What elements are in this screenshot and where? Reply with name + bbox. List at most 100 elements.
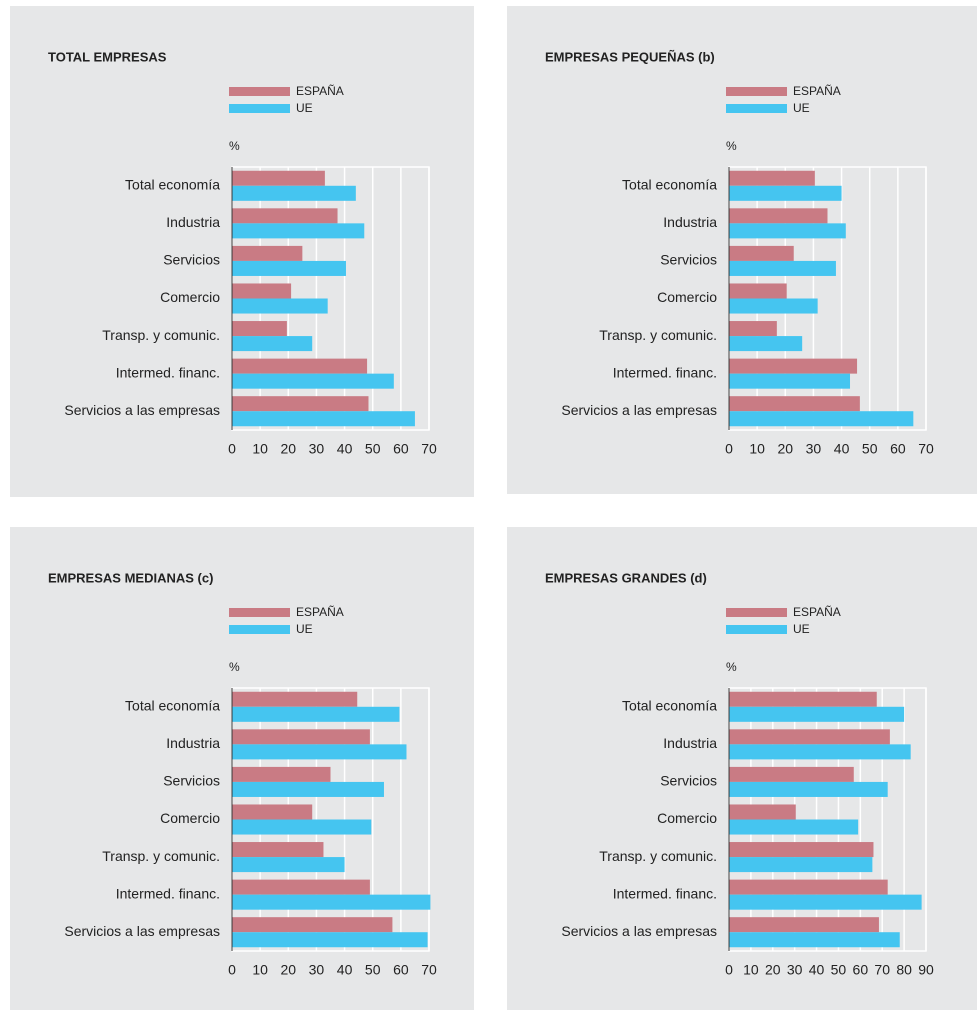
x-tick-label: 0 — [725, 441, 733, 457]
bar — [232, 185, 356, 201]
bar — [232, 373, 394, 389]
category-label: Transp. y comunic. — [102, 327, 220, 343]
bar — [729, 223, 846, 239]
legend-label: ESPAÑA — [296, 605, 344, 619]
x-tick-label: 60 — [393, 962, 409, 978]
x-tick-label: 0 — [228, 962, 236, 978]
axis-unit: % — [726, 139, 737, 153]
x-tick-label: 40 — [809, 962, 825, 978]
x-tick-label: 0 — [725, 962, 733, 978]
category-label: Total economía — [622, 176, 717, 192]
bar — [232, 321, 287, 337]
bar — [729, 358, 858, 374]
category-label: Intermed. financ. — [116, 364, 220, 380]
legend-swatch — [229, 608, 290, 617]
chart-title: TOTAL EMPRESAS — [48, 49, 167, 64]
category-label: Servicios a las empresas — [64, 923, 220, 939]
x-tick-label: 40 — [834, 441, 850, 457]
legend-swatch — [726, 608, 787, 617]
x-tick-label: 0 — [228, 441, 236, 457]
category-label: Comercio — [160, 289, 220, 305]
category-label: Intermed. financ. — [116, 885, 220, 901]
legend-label: UE — [793, 622, 810, 636]
legend-label: UE — [296, 622, 313, 636]
category-label: Transp. y comunic. — [102, 848, 220, 864]
category-label: Intermed. financ. — [613, 364, 717, 380]
category-label: Servicios a las empresas — [64, 402, 220, 418]
bar — [232, 283, 292, 299]
x-tick-label: 20 — [280, 962, 296, 978]
x-tick-label: 50 — [831, 962, 847, 978]
bar — [232, 857, 345, 873]
legend-swatch — [726, 104, 787, 113]
category-label: Servicios — [163, 773, 220, 789]
bar — [729, 336, 803, 352]
category-label: Industria — [663, 735, 717, 751]
x-tick-label: 50 — [862, 441, 878, 457]
bar — [232, 781, 384, 797]
bar — [232, 879, 370, 895]
bar — [232, 411, 415, 427]
category-label: Servicios — [163, 252, 220, 268]
bar — [729, 298, 818, 314]
chart-title: EMPRESAS GRANDES (d) — [545, 570, 707, 585]
x-tick-label: 40 — [337, 962, 353, 978]
category-label: Industria — [166, 214, 220, 230]
bar — [232, 729, 370, 745]
bar — [232, 819, 372, 835]
bar — [729, 879, 888, 895]
x-tick-label: 60 — [853, 962, 869, 978]
bar — [729, 396, 860, 412]
bar — [232, 170, 325, 186]
bar — [232, 804, 313, 820]
x-tick-label: 60 — [890, 441, 906, 457]
bar — [729, 744, 911, 760]
category-label: Total economía — [125, 176, 220, 192]
legend-label: ESPAÑA — [793, 605, 841, 619]
category-label: Servicios — [660, 252, 717, 268]
category-label: Comercio — [657, 289, 717, 305]
category-label: Intermed. financ. — [613, 885, 717, 901]
legend-label: UE — [793, 101, 810, 115]
bar — [232, 336, 313, 352]
category-label: Transp. y comunic. — [599, 848, 717, 864]
bar — [232, 691, 358, 707]
bar — [729, 283, 787, 299]
legend-swatch — [726, 625, 787, 634]
x-tick-label: 70 — [874, 962, 890, 978]
axis-unit: % — [726, 660, 737, 674]
bar — [729, 729, 890, 745]
bar — [232, 358, 368, 374]
x-tick-label: 70 — [421, 441, 437, 457]
bar — [232, 260, 346, 276]
x-tick-label: 20 — [765, 962, 781, 978]
x-tick-label: 50 — [365, 441, 381, 457]
x-tick-label: 20 — [777, 441, 793, 457]
x-tick-label: 80 — [896, 962, 912, 978]
bar — [232, 208, 338, 224]
chart-title: EMPRESAS MEDIANAS (c) — [48, 570, 213, 585]
bar — [729, 857, 873, 873]
x-tick-label: 10 — [749, 441, 765, 457]
category-label: Industria — [166, 735, 220, 751]
category-label: Servicios a las empresas — [561, 923, 717, 939]
legend-swatch — [229, 87, 290, 96]
x-tick-label: 10 — [252, 962, 268, 978]
chart-panel: TOTAL EMPRESAS ESPAÑA UE% 0 10 20 30 40 50 60 70 To… — [10, 6, 474, 497]
bar — [729, 321, 777, 337]
bar — [729, 706, 905, 722]
x-tick-label: 70 — [918, 441, 934, 457]
axis-unit: % — [229, 660, 240, 674]
category-label: Total economía — [125, 697, 220, 713]
category-label: Servicios — [660, 773, 717, 789]
bar — [729, 185, 842, 201]
chart-panel: EMPRESAS GRANDES (d) ESPAÑA UE% 0 10 20 30 40 50… — [507, 527, 977, 1010]
x-tick-label: 90 — [918, 962, 934, 978]
bar — [232, 766, 331, 782]
category-label: Total economía — [622, 697, 717, 713]
bar — [729, 932, 900, 948]
bar — [729, 819, 859, 835]
x-tick-label: 70 — [421, 962, 437, 978]
bar — [729, 894, 922, 910]
